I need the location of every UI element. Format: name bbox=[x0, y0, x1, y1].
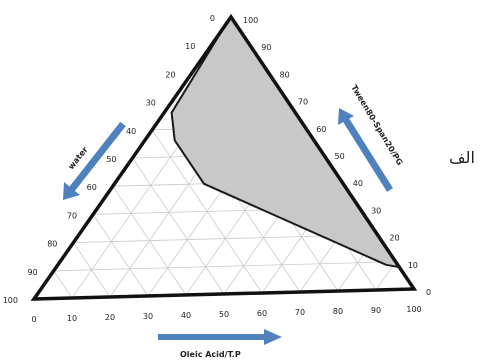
grid-line bbox=[53, 261, 396, 272]
left-tick-label: 40 bbox=[126, 127, 136, 136]
bottom-tick-label: 10 bbox=[67, 314, 77, 323]
left-tick-label: 20 bbox=[165, 70, 175, 79]
oil-axis-label: Oleic Acid/T.P bbox=[180, 350, 241, 359]
surfactant-arrow-icon bbox=[338, 108, 393, 192]
triangle-frame bbox=[30, 13, 418, 301]
right-tick-label: 0 bbox=[426, 288, 431, 297]
bottom-tick-label: 100 bbox=[406, 305, 421, 314]
grid-line bbox=[73, 242, 111, 298]
grid-line bbox=[132, 157, 225, 295]
right-tick-label: 60 bbox=[316, 125, 326, 134]
left-tick-label: 80 bbox=[47, 240, 57, 249]
bottom-tick-label: 20 bbox=[105, 313, 115, 322]
left-tick-label: 70 bbox=[67, 211, 77, 220]
tick-labels: 0 10 20 30 40 50 60 70 80 90 100010203040506070809… bbox=[3, 14, 431, 324]
left-tick-label: 30 bbox=[146, 99, 156, 108]
right-tick-label: 10 bbox=[408, 261, 418, 270]
left-tick-label: 90 bbox=[28, 268, 38, 277]
right-tick-label: 40 bbox=[353, 179, 363, 188]
left-tick-label: 0 bbox=[210, 14, 215, 23]
triangle-outline bbox=[30, 13, 418, 301]
surfactant-axis-label: Tween80-Span20/PG bbox=[349, 83, 404, 167]
bottom-tick-label: 80 bbox=[333, 307, 343, 316]
bottom-tick-label: 30 bbox=[143, 312, 153, 321]
right-tick-label: 30 bbox=[371, 206, 381, 215]
left-tick-label: 10 bbox=[185, 42, 195, 51]
grid-line bbox=[112, 185, 187, 296]
grid-line bbox=[53, 270, 73, 299]
left-tick-label: 60 bbox=[87, 183, 97, 192]
bottom-tick-label: 60 bbox=[257, 309, 267, 318]
right-tick-label: 100 bbox=[243, 16, 258, 25]
left-tick-label: 100 bbox=[3, 296, 18, 305]
bottom-tick-label: 50 bbox=[219, 310, 229, 319]
left-tick-label: 50 bbox=[106, 155, 116, 164]
water-arrow-icon bbox=[63, 121, 126, 200]
bottom-tick-label: 0 bbox=[31, 315, 36, 324]
bottom-tick-label: 70 bbox=[295, 308, 305, 317]
right-tick-label: 90 bbox=[261, 43, 271, 52]
oil-arrow-icon bbox=[158, 329, 282, 345]
side-caption: الف bbox=[449, 148, 475, 167]
right-tick-label: 20 bbox=[389, 234, 399, 243]
right-tick-label: 70 bbox=[298, 98, 308, 107]
bottom-tick-label: 90 bbox=[371, 306, 381, 315]
right-tick-label: 50 bbox=[335, 152, 345, 161]
bottom-tick-label: 40 bbox=[181, 311, 191, 320]
right-tick-label: 80 bbox=[280, 70, 290, 79]
grid-line bbox=[92, 214, 149, 297]
